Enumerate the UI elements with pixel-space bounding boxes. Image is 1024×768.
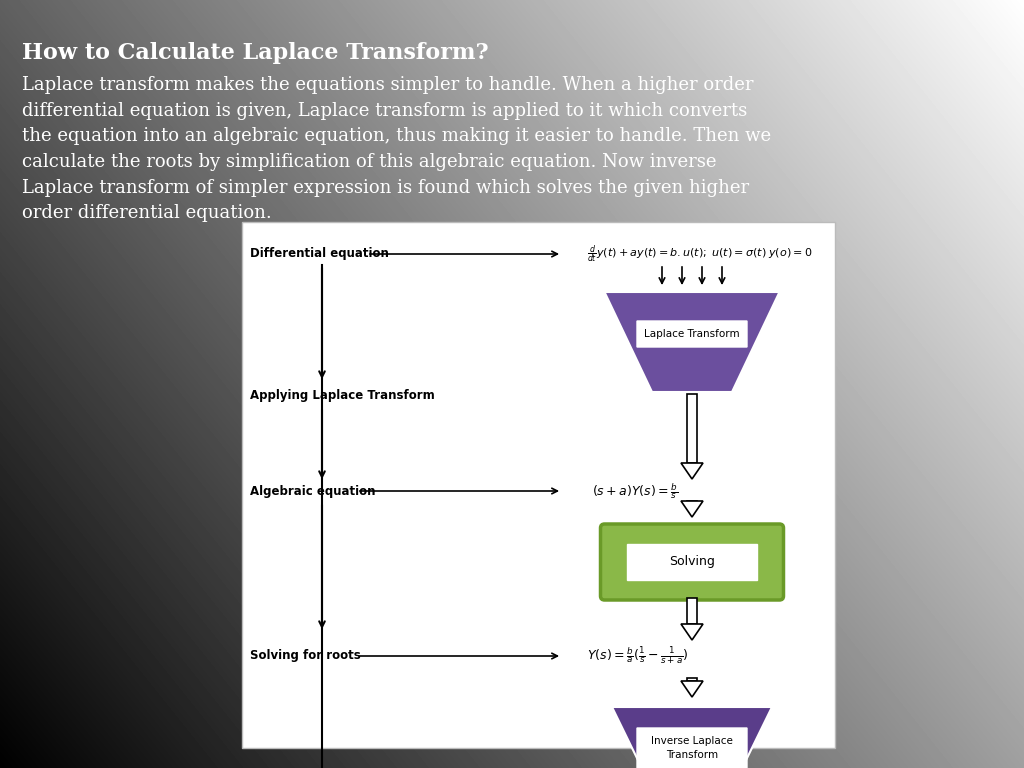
Polygon shape — [687, 598, 697, 624]
Text: How to Calculate Laplace Transform?: How to Calculate Laplace Transform? — [22, 42, 488, 64]
Text: Solving: Solving — [669, 555, 715, 568]
Text: Algebraic equation: Algebraic equation — [250, 485, 376, 498]
Text: Laplace transform makes the equations simpler to handle. When a higher order
dif: Laplace transform makes the equations si… — [22, 76, 771, 223]
FancyBboxPatch shape — [627, 544, 757, 580]
Text: $(s + a)Y(s) = \frac{b}{s}$: $(s + a)Y(s) = \frac{b}{s}$ — [592, 481, 678, 501]
Polygon shape — [681, 463, 703, 479]
Text: Laplace Transform: Laplace Transform — [644, 329, 739, 339]
FancyBboxPatch shape — [637, 321, 746, 347]
Polygon shape — [681, 624, 703, 640]
Polygon shape — [604, 292, 779, 392]
Text: Solving for roots: Solving for roots — [250, 650, 360, 663]
Text: $Y(s) = \frac{b}{a}(\frac{1}{s} - \frac{1}{s+a})$: $Y(s) = \frac{b}{a}(\frac{1}{s} - \frac{… — [587, 646, 689, 667]
Polygon shape — [681, 501, 703, 517]
Polygon shape — [681, 681, 703, 697]
Text: Applying Laplace Transform: Applying Laplace Transform — [250, 389, 435, 402]
Polygon shape — [687, 501, 697, 509]
FancyBboxPatch shape — [637, 728, 746, 768]
Polygon shape — [687, 394, 697, 463]
Text: Inverse Laplace
Transform: Inverse Laplace Transform — [651, 737, 733, 760]
Polygon shape — [687, 678, 697, 681]
Text: $\frac{d}{dt}y(t) + ay(t) = b.u(t);\; u(t) = \sigma(t)\; y(o) = 0$: $\frac{d}{dt}y(t) + ay(t) = b.u(t);\; u(… — [587, 243, 812, 265]
Bar — [242, 222, 835, 748]
Polygon shape — [612, 707, 772, 768]
FancyBboxPatch shape — [600, 524, 783, 600]
Text: Differential equation: Differential equation — [250, 247, 389, 260]
